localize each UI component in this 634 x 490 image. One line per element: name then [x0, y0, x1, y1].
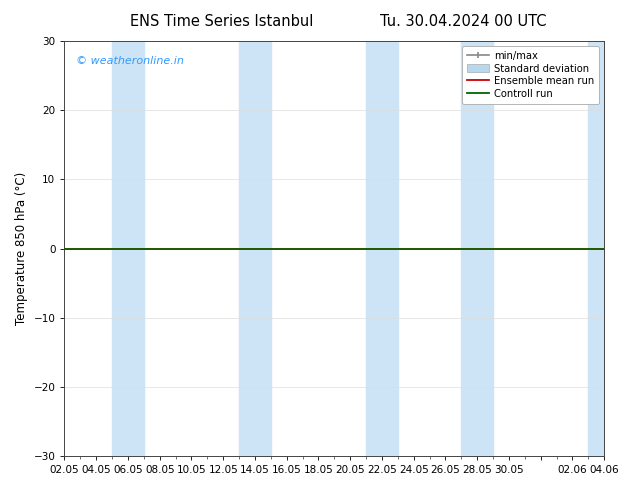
Text: © weatheronline.in: © weatheronline.in	[76, 55, 184, 66]
Bar	[462, 41, 493, 456]
Legend: min/max, Standard deviation, Ensemble mean run, Controll run: min/max, Standard deviation, Ensemble me…	[462, 46, 599, 103]
Y-axis label: Temperature 850 hPa (°C): Temperature 850 hPa (°C)	[15, 172, 28, 325]
Bar	[588, 41, 604, 456]
Bar	[239, 41, 271, 456]
Text: ENS Time Series Istanbul: ENS Time Series Istanbul	[130, 14, 314, 29]
Bar	[112, 41, 144, 456]
Text: Tu. 30.04.2024 00 UTC: Tu. 30.04.2024 00 UTC	[380, 14, 546, 29]
Bar	[366, 41, 398, 456]
